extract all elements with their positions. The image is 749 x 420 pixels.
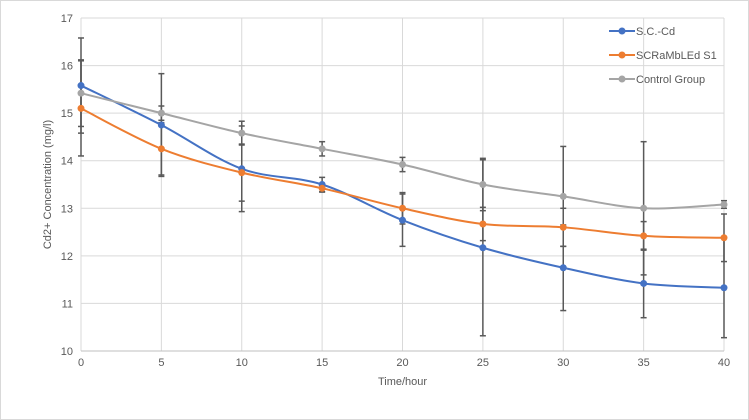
x-tick-label: 10 xyxy=(236,357,248,369)
data-point xyxy=(77,89,85,97)
data-point xyxy=(479,181,487,188)
x-tick-label: 20 xyxy=(396,357,408,369)
data-point xyxy=(77,82,85,90)
legend-swatch-marker xyxy=(618,51,626,59)
data-point xyxy=(479,244,487,252)
y-tick-label: 10 xyxy=(61,346,73,358)
data-point xyxy=(238,169,246,177)
x-tick-label: 40 xyxy=(718,357,730,369)
y-tick-label: 13 xyxy=(61,203,73,215)
legend-label: S.C.-Cd xyxy=(636,26,675,38)
data-point xyxy=(720,200,728,208)
legend-swatch-marker xyxy=(618,27,626,35)
x-tick-label: 25 xyxy=(477,357,489,369)
data-point xyxy=(640,204,648,212)
x-axis-title: Time/hour xyxy=(378,376,427,388)
y-axis-title: Cd2+ Concentration (mg/l) xyxy=(42,120,54,249)
data-point xyxy=(479,220,487,228)
x-tick-label: 5 xyxy=(158,357,164,369)
data-point xyxy=(77,104,85,112)
data-point xyxy=(399,161,406,169)
series-line xyxy=(80,107,725,239)
legend-swatch-marker xyxy=(618,75,626,83)
data-point xyxy=(720,234,728,242)
y-tick-label: 17 xyxy=(61,13,73,25)
y-tick-label: 12 xyxy=(61,251,73,263)
legend-label: SCRaMbLEd S1 xyxy=(636,50,717,62)
y-tick-label: 16 xyxy=(61,61,73,73)
data-point xyxy=(157,121,165,129)
data-point xyxy=(318,145,326,153)
data-point xyxy=(399,216,406,224)
data-point xyxy=(157,109,165,117)
x-tick-label: 30 xyxy=(557,357,569,369)
data-point xyxy=(559,192,567,200)
data-point xyxy=(559,223,567,231)
data-point xyxy=(238,129,246,137)
x-tick-label: 15 xyxy=(316,357,328,369)
y-tick-label: 14 xyxy=(61,156,73,168)
x-tick-label: 0 xyxy=(78,357,84,369)
data-point xyxy=(157,145,165,153)
data-point xyxy=(559,264,567,272)
data-point xyxy=(640,232,648,240)
x-tick-label: 35 xyxy=(638,357,650,369)
data-point xyxy=(720,284,728,292)
data-point xyxy=(318,184,326,192)
data-point xyxy=(640,279,648,287)
data-point xyxy=(399,204,406,212)
y-tick-label: 15 xyxy=(61,108,73,120)
y-tick-label: 11 xyxy=(62,298,73,310)
legend-label: Control Group xyxy=(636,74,705,86)
